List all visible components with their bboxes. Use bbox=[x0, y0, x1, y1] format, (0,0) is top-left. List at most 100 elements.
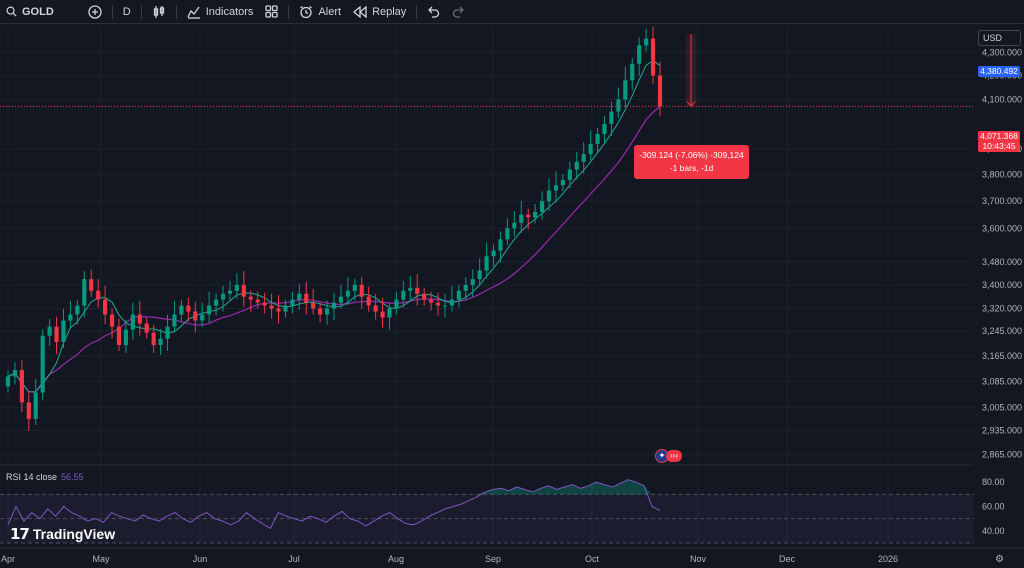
tv-mark-icon: 𝟭𝟳 bbox=[10, 526, 30, 543]
candle-body bbox=[96, 290, 101, 300]
candle-body bbox=[255, 299, 260, 303]
price-axis[interactable]: 4,300.0004,200.0004,100.0003,900.0003,80… bbox=[982, 47, 1022, 459]
candle-body bbox=[19, 370, 24, 403]
indicators-button[interactable]: Indicators bbox=[181, 0, 260, 24]
time-tick-label: May bbox=[92, 554, 110, 564]
time-tick-label: Apr bbox=[1, 554, 15, 564]
price-tick-label: 3,700.000 bbox=[982, 196, 1022, 206]
measure-tooltip: -309.124 (-7.06%) -309,124 -1 bars, -1d bbox=[634, 145, 749, 179]
tradingview-logo[interactable]: 𝟭𝟳 TradingView bbox=[10, 525, 115, 543]
compare-button[interactable] bbox=[82, 0, 108, 24]
candle-body bbox=[290, 299, 295, 306]
candle-body bbox=[179, 305, 184, 315]
candle-body bbox=[269, 305, 274, 309]
rsi-pane[interactable]: 80.00 60.00 40.00 bbox=[0, 477, 1005, 544]
candle-body bbox=[498, 239, 503, 251]
candle-body bbox=[220, 293, 226, 300]
candle-body bbox=[609, 111, 614, 124]
toolbar-divider bbox=[288, 4, 290, 19]
candle-body bbox=[484, 256, 489, 271]
rsi-value: 56.55 bbox=[61, 472, 84, 482]
candle-body bbox=[158, 338, 163, 346]
candle-body bbox=[560, 179, 565, 186]
candle-body bbox=[387, 308, 392, 318]
candle-body bbox=[324, 308, 330, 315]
more-events-icon[interactable]: ››› bbox=[666, 450, 682, 462]
interval-button[interactable]: D bbox=[117, 0, 137, 24]
price-tick-label: 3,480.000 bbox=[982, 257, 1022, 267]
candle-body bbox=[130, 314, 135, 330]
rsi-line bbox=[7, 479, 661, 530]
candle-body bbox=[345, 290, 350, 297]
economic-events[interactable]: ✦ ››› bbox=[655, 449, 682, 463]
candle-body bbox=[5, 376, 11, 387]
candle-body bbox=[491, 250, 496, 257]
candle-body bbox=[512, 222, 517, 229]
candle-body bbox=[422, 293, 427, 300]
candle-body bbox=[567, 169, 572, 180]
templates-button[interactable] bbox=[259, 0, 284, 24]
price-tick-label: 3,245.000 bbox=[982, 326, 1022, 336]
redo-button[interactable] bbox=[446, 0, 471, 24]
candle-body bbox=[456, 290, 461, 300]
time-tick-label: Sep bbox=[485, 554, 501, 564]
candle-body bbox=[109, 314, 115, 327]
candle-body bbox=[401, 290, 406, 300]
candle-body bbox=[89, 279, 94, 291]
candle-body bbox=[616, 99, 621, 112]
candle-body bbox=[595, 133, 600, 144]
candle-body bbox=[442, 305, 448, 307]
candle-body bbox=[116, 326, 122, 346]
candle-body bbox=[637, 45, 642, 64]
indicators-icon bbox=[187, 6, 200, 19]
time-axis[interactable]: Apr May Jun Jul Aug Sep Oct Nov Dec 2026 bbox=[0, 547, 1024, 564]
candle-body bbox=[12, 370, 18, 377]
candle-body bbox=[352, 284, 357, 291]
candle-body bbox=[505, 228, 510, 240]
gear-icon[interactable]: ⚙ bbox=[995, 554, 1004, 565]
candle-body bbox=[241, 284, 246, 297]
candle-body bbox=[54, 326, 59, 342]
candle-body bbox=[68, 314, 73, 321]
candle-body bbox=[429, 299, 434, 303]
candle-body bbox=[47, 326, 52, 336]
candle-body bbox=[227, 290, 233, 294]
candle-body bbox=[470, 279, 475, 285]
candles bbox=[5, 26, 663, 431]
rsi-legend[interactable]: RSI 14 close 56.55 bbox=[6, 472, 84, 482]
candle-body bbox=[234, 284, 239, 291]
chart-grid bbox=[0, 25, 974, 543]
high-price-label: 4,380.492 bbox=[978, 66, 1020, 77]
chart-type-button[interactable] bbox=[146, 0, 172, 24]
candle-body bbox=[540, 201, 545, 212]
candle-body bbox=[644, 38, 649, 46]
interval-label: D bbox=[122, 5, 131, 18]
logo-text: TradingView bbox=[32, 526, 116, 542]
candle-body bbox=[519, 214, 524, 223]
candle-body bbox=[602, 123, 607, 134]
candle-body bbox=[373, 305, 378, 312]
candle-body bbox=[193, 311, 198, 321]
candle-body bbox=[366, 296, 371, 306]
price-tick-label: 3,600.000 bbox=[982, 223, 1022, 233]
alert-button[interactable]: Alert bbox=[293, 0, 347, 24]
currency-selector[interactable]: USD bbox=[978, 30, 1021, 46]
price-chart[interactable]: 4,300.0004,200.0004,100.0003,900.0003,80… bbox=[0, 25, 1024, 568]
candle-body bbox=[186, 305, 191, 312]
candle-body bbox=[463, 284, 468, 291]
undo-button[interactable] bbox=[421, 0, 446, 24]
candle-body bbox=[214, 299, 219, 306]
candle-body bbox=[533, 211, 538, 218]
price-tick-label: 3,165.000 bbox=[982, 351, 1022, 361]
time-tick-label: Oct bbox=[585, 554, 600, 564]
candle-body bbox=[311, 302, 316, 309]
replay-button[interactable]: Replay bbox=[347, 0, 412, 24]
symbol-search[interactable]: GOLD bbox=[0, 0, 60, 24]
moving-average-long bbox=[7, 106, 661, 393]
candle-body bbox=[61, 320, 66, 342]
price-tick-label: 3,085.000 bbox=[982, 376, 1022, 386]
price-tick-label: 2,935.000 bbox=[982, 426, 1022, 436]
us-flag-icon[interactable]: ✦ bbox=[655, 449, 669, 463]
price-tick-label: 3,320.000 bbox=[982, 304, 1022, 314]
candle-body bbox=[137, 314, 142, 324]
